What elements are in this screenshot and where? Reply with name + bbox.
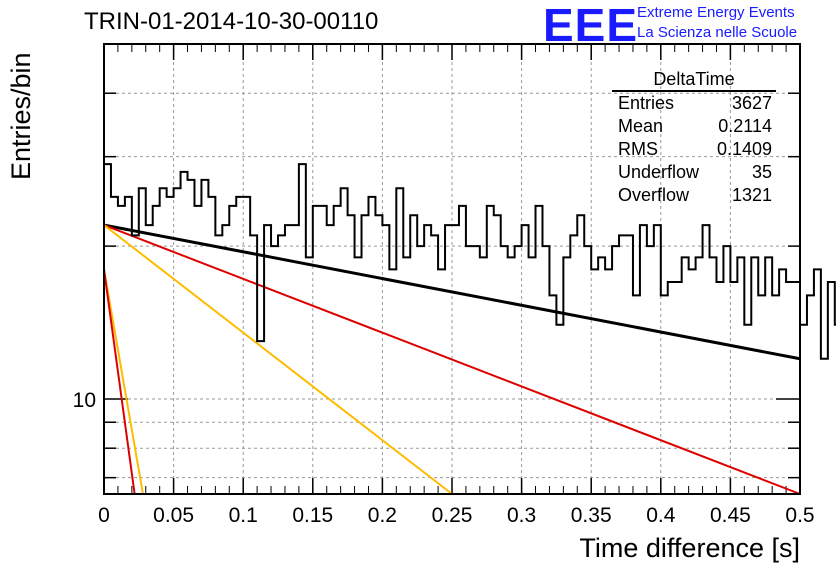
chart-title: TRIN-01-2014-10-30-00110 <box>84 8 379 35</box>
x-tick-label: 0.4 <box>646 504 676 527</box>
logo-line2: La Scienza nelle Scuole <box>637 24 798 41</box>
plot-frame <box>103 43 801 495</box>
stats-value: 35 <box>751 162 772 182</box>
stats-row-overflow: Overflow 1321 <box>612 184 776 207</box>
stats-value: 0.1409 <box>716 139 772 159</box>
y-axis-label: Entries/bin <box>6 52 36 180</box>
x-tick-label: 0 <box>98 504 110 527</box>
x-tick-label: 0.2 <box>368 504 397 527</box>
fit-line-4 <box>103 269 136 495</box>
stats-label: Entries <box>618 93 675 113</box>
stats-label: RMS <box>618 139 658 159</box>
fit-lines <box>103 223 801 495</box>
x-tick-label: 0.15 <box>292 504 333 527</box>
x-axis-label: Time difference [s] <box>579 533 800 563</box>
stats-label: Underflow <box>618 162 700 182</box>
fit-line-1 <box>103 224 801 495</box>
stats-label: Overflow <box>618 185 690 205</box>
stats-label: Mean <box>618 116 664 136</box>
fit-line-3 <box>103 269 144 495</box>
x-tick-label: 0.5 <box>785 504 814 527</box>
stats-row-entries: Entries 3627 <box>612 92 776 115</box>
logo-line1: Extreme Energy Events <box>637 4 795 21</box>
histogram <box>104 163 836 360</box>
fit-line-0 <box>103 223 801 361</box>
fit-line-2 <box>103 224 453 495</box>
x-tick-label: 0.25 <box>432 504 473 527</box>
x-ticks: 0 0.05 0.1 0.15 0.2 0.25 0.3 0.35 0.4 0.45 0.5 <box>98 44 815 527</box>
stats-row-underflow: Underflow 35 <box>612 161 776 184</box>
eee-logo: EEE <box>543 0 639 51</box>
y-tick-label: 10 <box>73 389 96 412</box>
stats-value: 1321 <box>731 185 772 205</box>
x-tick-label: 0.35 <box>571 504 612 527</box>
stats-box: DeltaTime Entries 3627 Mean 0.2114 RMS 0… <box>612 68 776 207</box>
stats-row-rms: RMS 0.1409 <box>612 138 776 161</box>
x-tick-label: 0.3 <box>507 504 536 527</box>
x-tick-label: 0.05 <box>153 504 194 527</box>
x-tick-label: 0.1 <box>229 504 258 527</box>
stats-title: DeltaTime <box>612 68 776 92</box>
stats-value: 0.2114 <box>718 116 772 136</box>
x-tick-label: 0.45 <box>710 504 751 527</box>
stats-row-mean: Mean 0.2114 <box>612 115 776 138</box>
stats-value: 3627 <box>731 93 772 113</box>
